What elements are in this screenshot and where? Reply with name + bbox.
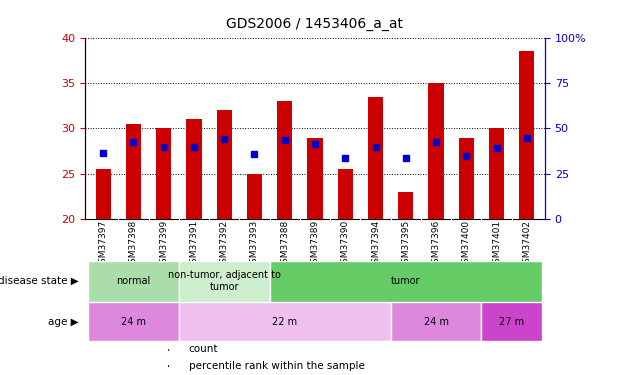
Bar	[156, 128, 171, 219]
Text: GSM37392: GSM37392	[220, 220, 229, 269]
Text: GSM37399: GSM37399	[159, 220, 168, 270]
Bar	[338, 170, 353, 219]
Bar	[368, 97, 383, 219]
Text: GSM37390: GSM37390	[341, 220, 350, 270]
Bar	[126, 124, 141, 219]
Text: 24 m: 24 m	[423, 316, 449, 327]
Text: 22 m: 22 m	[272, 316, 297, 327]
Text: GSM37397: GSM37397	[99, 220, 108, 270]
Bar	[168, 365, 169, 367]
Bar	[270, 261, 542, 302]
Text: GDS2006 / 1453406_a_at: GDS2006 / 1453406_a_at	[227, 17, 403, 31]
Bar	[88, 302, 179, 341]
Text: percentile rank within the sample: percentile rank within the sample	[188, 360, 364, 370]
Bar	[186, 119, 202, 219]
Bar	[168, 349, 169, 351]
Text: normal: normal	[117, 276, 151, 286]
Bar	[489, 128, 504, 219]
Bar	[179, 261, 270, 302]
Bar	[277, 101, 292, 219]
Text: disease state ▶: disease state ▶	[0, 276, 79, 286]
Text: GSM37396: GSM37396	[432, 220, 440, 270]
Text: GSM37388: GSM37388	[280, 220, 289, 270]
Text: GSM37394: GSM37394	[371, 220, 380, 269]
Bar	[217, 110, 232, 219]
Bar	[428, 83, 444, 219]
Text: GSM37395: GSM37395	[401, 220, 410, 270]
Text: age ▶: age ▶	[48, 316, 79, 327]
Text: tumor: tumor	[391, 276, 420, 286]
Text: GSM37393: GSM37393	[250, 220, 259, 270]
Bar	[247, 174, 262, 219]
Text: GSM37389: GSM37389	[311, 220, 319, 270]
Bar	[481, 302, 542, 341]
Bar	[459, 138, 474, 219]
Bar	[96, 170, 111, 219]
Text: GSM37400: GSM37400	[462, 220, 471, 269]
Bar	[391, 302, 481, 341]
Bar	[398, 192, 413, 219]
Bar	[179, 302, 391, 341]
Text: GSM37402: GSM37402	[522, 220, 531, 269]
Text: non-tumor, adjacent to
tumor: non-tumor, adjacent to tumor	[168, 270, 281, 292]
Text: count: count	[188, 344, 218, 354]
Text: GSM37401: GSM37401	[492, 220, 501, 269]
Text: GSM37398: GSM37398	[129, 220, 138, 270]
Text: 24 m: 24 m	[121, 316, 146, 327]
Bar	[519, 51, 534, 219]
Text: GSM37391: GSM37391	[190, 220, 198, 270]
Bar	[307, 138, 323, 219]
Text: 27 m: 27 m	[499, 316, 524, 327]
Bar	[88, 261, 179, 302]
